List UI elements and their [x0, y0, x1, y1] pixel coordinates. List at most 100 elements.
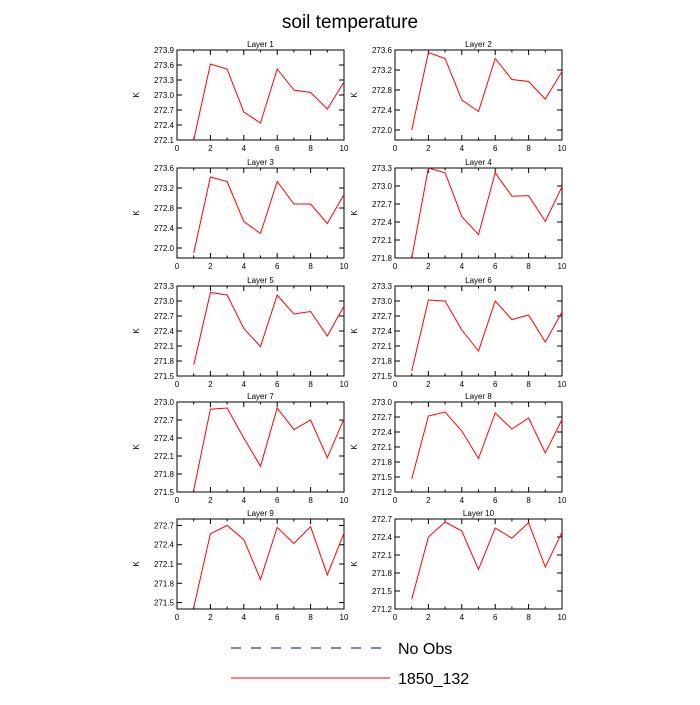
x-tick-label: 2 [208, 144, 213, 153]
y-tick-label: 272.1 [154, 136, 175, 145]
x-tick-label: 6 [493, 496, 498, 505]
panel-frame [176, 401, 345, 493]
y-tick-label: 272.1 [372, 443, 393, 452]
y-tick-label: 272.7 [154, 312, 175, 321]
y-tick-label: 272.4 [372, 106, 393, 115]
y-tick-label: 272.4 [372, 533, 393, 542]
y-tick-label: 273.0 [372, 182, 393, 191]
series-line [411, 521, 563, 600]
y-tick-label: 273.3 [154, 76, 175, 85]
panel-title: Layer 5 [247, 276, 274, 285]
x-tick-label: 6 [275, 380, 280, 389]
x-tick-label: 10 [340, 144, 349, 153]
x-tick-label: 2 [426, 613, 431, 622]
y-tick-label: 272.1 [154, 342, 175, 351]
x-tick-label: 6 [275, 496, 280, 505]
panel-title: Layer 1 [247, 40, 274, 49]
y-tick-label: 273.9 [154, 46, 175, 55]
y-axis-label: K [350, 92, 359, 98]
y-tick-label: 272.7 [154, 106, 175, 115]
y-tick-label: 272.1 [372, 342, 393, 351]
y-tick-label: 273.3 [372, 282, 393, 291]
series-line [193, 406, 345, 491]
panel-frame [394, 49, 563, 141]
y-tick-label: 271.8 [154, 357, 175, 366]
x-tick-label: 4 [242, 613, 247, 622]
y-tick-label: 272.7 [154, 416, 175, 425]
legend-label: 1850_132 [398, 671, 469, 688]
y-tick-label: 273.2 [154, 184, 175, 193]
x-tick-label: 0 [175, 613, 180, 622]
y-tick-label: 271.8 [372, 458, 393, 467]
x-tick-label: 4 [460, 496, 465, 505]
series-line [193, 176, 345, 254]
x-tick-label: 0 [175, 496, 180, 505]
x-tick-label: 6 [493, 613, 498, 622]
x-tick-label: 8 [308, 380, 313, 389]
x-tick-label: 2 [426, 144, 431, 153]
series-line [411, 411, 563, 480]
panel-10: Layer 10 K 272.7 272.4 272.1 271.8 271.5 271.20… [350, 509, 567, 622]
y-tick-label: 271.8 [154, 579, 175, 588]
y-axis-label: K [350, 561, 359, 567]
panel-title: Layer 7 [247, 392, 274, 401]
x-tick-label: 2 [208, 380, 213, 389]
x-tick-label: 8 [308, 262, 313, 271]
y-tick-label: 272.4 [154, 434, 175, 443]
y-tick-label: 273.6 [154, 164, 175, 173]
y-tick-label: 272.0 [372, 126, 393, 135]
x-tick-label: 0 [393, 262, 398, 271]
y-axis-label: K [132, 92, 141, 98]
panel-frame [394, 518, 563, 610]
x-tick-label: 8 [526, 496, 531, 505]
y-tick-label: 272.1 [154, 452, 175, 461]
x-tick-label: 6 [275, 262, 280, 271]
panel-frame [176, 49, 345, 141]
panel-6: Layer 6 K 273.3 273.0 272.7 272.4 272.1 271.8 27… [350, 276, 567, 389]
y-tick-label: 272.8 [372, 86, 393, 95]
y-tick-label: 272.4 [372, 327, 393, 336]
series-line [411, 167, 563, 259]
chart-title: soil temperature [282, 12, 418, 33]
panel-frame [394, 285, 563, 377]
y-tick-label: 271.8 [372, 569, 393, 578]
x-tick-label: 0 [393, 380, 398, 389]
x-tick-label: 2 [426, 496, 431, 505]
y-tick-label: 273.6 [372, 46, 393, 55]
y-tick-label: 273.6 [154, 61, 175, 70]
legend-item: 1850_132 [231, 671, 469, 688]
panel-title: Layer 8 [465, 392, 492, 401]
x-tick-label: 10 [340, 380, 349, 389]
y-tick-label: 271.5 [372, 587, 393, 596]
x-tick-label: 6 [493, 262, 498, 271]
y-axis-label: K [350, 444, 359, 450]
y-tick-label: 272.7 [154, 521, 175, 530]
y-tick-label: 271.2 [372, 605, 393, 614]
x-tick-label: 0 [393, 496, 398, 505]
y-tick-label: 271.8 [372, 254, 393, 263]
series-line [411, 51, 563, 131]
y-tick-label: 271.5 [372, 372, 393, 381]
y-tick-label: 271.2 [372, 488, 393, 497]
series-line [193, 524, 345, 608]
x-tick-label: 4 [242, 262, 247, 271]
x-tick-label: 8 [526, 262, 531, 271]
y-axis-label: K [132, 561, 141, 567]
x-tick-label: 6 [493, 380, 498, 389]
y-tick-label: 273.3 [154, 282, 175, 291]
legend-label: No Obs [398, 641, 452, 658]
x-tick-label: 8 [308, 144, 313, 153]
y-tick-label: 271.8 [372, 357, 393, 366]
y-tick-label: 272.4 [372, 218, 393, 227]
y-tick-label: 272.1 [372, 236, 393, 245]
panel-8: Layer 8 K 273.0 272.7 272.4 272.1 271.8 271.5 27… [350, 392, 567, 505]
x-tick-label: 10 [340, 496, 349, 505]
x-tick-label: 2 [426, 380, 431, 389]
y-tick-label: 273.0 [372, 398, 393, 407]
panel-7: Layer 7 K 273.0 272.7 272.4 272.1 271.8 271.50 2… [132, 392, 349, 505]
y-axis-label: K [132, 210, 141, 216]
x-tick-label: 10 [558, 496, 567, 505]
x-tick-label: 8 [526, 380, 531, 389]
